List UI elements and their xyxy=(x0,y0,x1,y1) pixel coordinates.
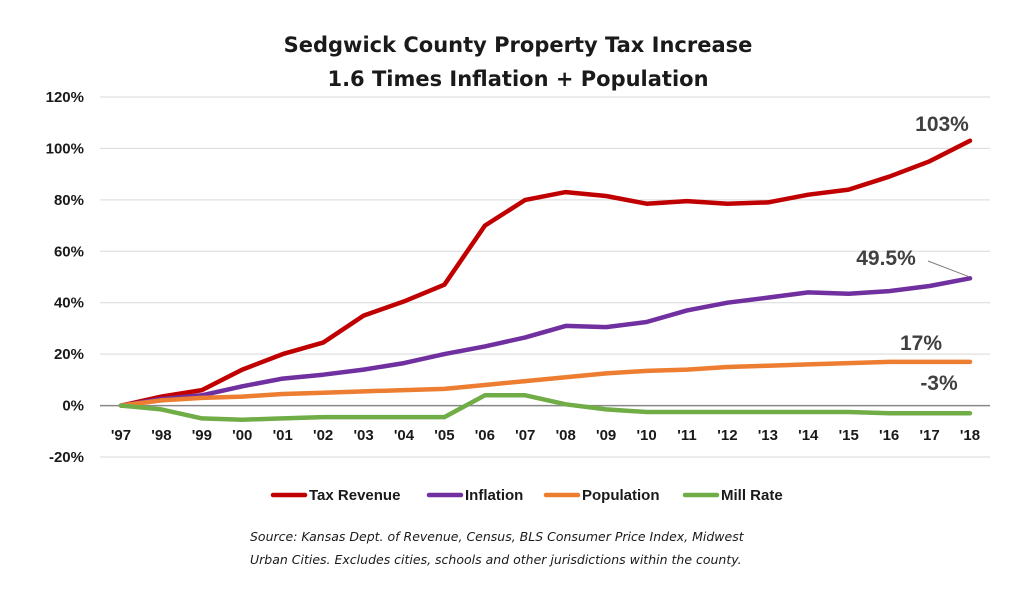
x-tick-label: '05 xyxy=(434,427,454,444)
chart-title: Sedgwick County Property Tax Increase xyxy=(284,33,753,57)
annotation-label: 49.5% xyxy=(856,247,916,270)
source-note-line-1: Source: Kansas Dept. of Revenue, Census,… xyxy=(250,529,745,544)
series-line-population xyxy=(118,359,973,408)
legend-label: Tax Revenue xyxy=(309,487,400,504)
x-tick-label: '06 xyxy=(475,427,495,444)
x-tick-label: '07 xyxy=(515,427,535,444)
x-tick-label: '03 xyxy=(353,427,373,444)
x-tick-label: '01 xyxy=(273,427,293,444)
x-tick-label: '02 xyxy=(313,427,333,444)
x-tick-label: '04 xyxy=(394,427,415,444)
y-tick-label: 20% xyxy=(54,346,84,363)
y-tick-label: 120% xyxy=(46,89,84,106)
x-tick-label: '13 xyxy=(758,427,778,444)
x-tick-label: '16 xyxy=(879,427,899,444)
y-tick-label: 80% xyxy=(54,192,84,209)
x-tick-label: '98 xyxy=(151,427,171,444)
x-tick-label: '12 xyxy=(717,427,737,444)
y-tick-label: 40% xyxy=(54,295,84,312)
legend-label: Inflation xyxy=(465,487,523,504)
legend: Tax Revenue Inflation Population Mill Rate xyxy=(270,487,783,504)
x-tick-label: '99 xyxy=(192,427,212,444)
x-tick-label: '97 xyxy=(111,427,131,444)
x-tick-label: '17 xyxy=(919,427,939,444)
annotation-label: -3% xyxy=(920,372,958,395)
y-tick-label: 60% xyxy=(54,243,84,260)
chart-subtitle: 1.6 Times Inflation + Population xyxy=(327,67,708,91)
annotation-label: 103% xyxy=(915,113,969,136)
y-tick-label: -20% xyxy=(49,449,84,466)
legend-label: Mill Rate xyxy=(721,487,783,504)
series-line-tax-revenue xyxy=(118,138,973,408)
x-tick-label: '10 xyxy=(636,427,656,444)
annotation-leader-line xyxy=(927,260,969,277)
x-tick-label: '15 xyxy=(839,427,859,444)
series-line-inflation xyxy=(118,276,973,408)
series-line-mill-rate xyxy=(118,393,973,422)
x-tick-label: '08 xyxy=(556,427,576,444)
x-tick-label: '11 xyxy=(677,427,696,444)
x-tick-label: '09 xyxy=(596,427,616,444)
legend-label: Population xyxy=(582,487,660,504)
y-tick-label: 100% xyxy=(46,140,84,157)
source-note-line-2: Urban Cities. Excludes cities, schools a… xyxy=(250,552,742,567)
x-axis-ticks: '97 '98 '99 '00 '01 '02 '03 '04 '05 '06 '07 '08 '09 '… xyxy=(111,427,980,444)
x-tick-label: '00 xyxy=(232,427,252,444)
y-tick-label: 0% xyxy=(62,398,84,415)
series-lines xyxy=(118,138,973,422)
gridlines xyxy=(100,96,990,458)
end-value-annotations: 103% 49.5% 17% -3% xyxy=(856,113,969,395)
x-tick-label: '14 xyxy=(798,427,819,444)
y-axis-ticks: -20% 0% 20% 40% 60% 80% 100% 120% xyxy=(46,89,84,466)
annotation-label: 17% xyxy=(900,332,942,355)
x-tick-label: '18 xyxy=(960,427,980,444)
